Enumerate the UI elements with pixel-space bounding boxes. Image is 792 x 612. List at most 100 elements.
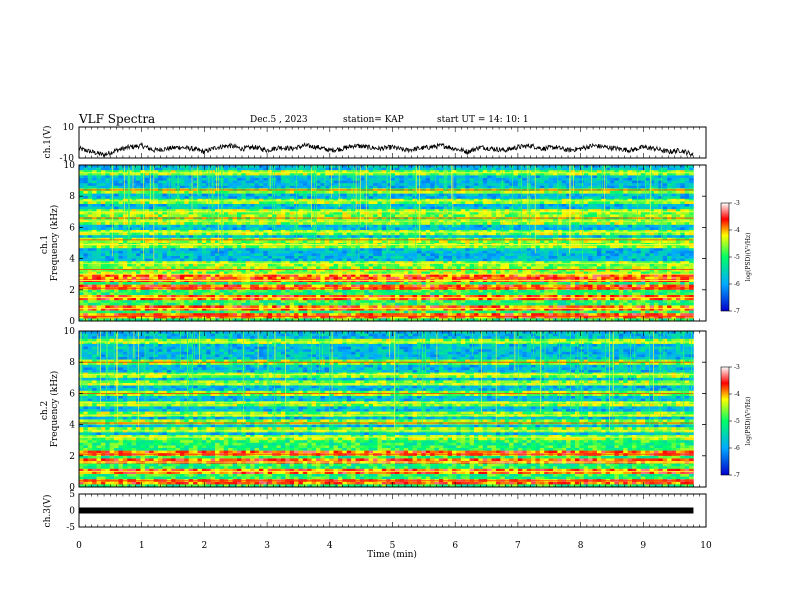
spectrogram-cell — [311, 232, 317, 236]
spectrogram-cell — [355, 222, 361, 226]
spectrogram-cell — [333, 287, 339, 291]
spectrogram-cell — [333, 167, 339, 171]
spectrogram-cell — [144, 183, 150, 187]
spectrogram-cell — [232, 230, 238, 233]
spectrogram-cell — [416, 261, 422, 265]
spectrogram-cell — [153, 167, 159, 171]
spectrogram-cell — [316, 305, 321, 309]
spectrogram-cell — [118, 248, 124, 252]
spectrogram-cell — [311, 284, 317, 288]
spectrogram-cell — [228, 289, 233, 293]
spectrogram-cell — [87, 245, 93, 249]
spectrogram-cell — [241, 191, 247, 194]
spectrogram-cell — [377, 245, 383, 249]
spectrogram-cell — [258, 263, 264, 267]
spectrogram-cell — [149, 318, 154, 322]
spectrogram-cell — [250, 217, 255, 220]
spectrogram-cell — [250, 245, 255, 249]
spectrogram-cell — [215, 276, 220, 280]
spectrogram-cell — [188, 302, 194, 306]
spectrogram-cell — [122, 261, 128, 265]
spectrogram-cell — [276, 206, 282, 210]
spectrogram-cell — [289, 274, 295, 278]
spectrogram-cell — [149, 261, 154, 265]
spectrogram-cell — [241, 313, 247, 317]
spectrogram-cell — [114, 279, 119, 283]
spectrogram-cell — [438, 237, 444, 241]
spectrogram-cell — [381, 256, 387, 259]
spectrogram-cell — [276, 315, 282, 319]
spectrogram-cell — [83, 206, 89, 210]
spectrogram-cell — [92, 230, 97, 233]
spectrogram-cell — [201, 302, 207, 306]
spectrogram-cell — [153, 253, 159, 257]
spectrogram-cell — [92, 185, 97, 189]
spectrogram-cell — [272, 289, 277, 293]
spectrogram-cell — [223, 230, 229, 233]
spectrogram-cell — [316, 196, 321, 200]
spectrogram-cell — [201, 224, 207, 228]
spectrogram-cell — [311, 201, 317, 205]
spectrogram-cell — [381, 204, 387, 207]
spectrogram-cell — [267, 310, 273, 314]
spectrogram-cell — [289, 198, 295, 202]
spectrogram-cell — [359, 300, 365, 304]
spectrogram-cell — [131, 178, 137, 181]
spectrogram-cell — [79, 196, 84, 200]
spectrogram-cell — [131, 287, 137, 291]
spectrogram-cell — [136, 245, 141, 249]
spectrogram-cell — [215, 217, 220, 220]
spectrogram-cell — [316, 230, 321, 233]
spectrogram-cell — [285, 224, 290, 228]
spectrogram-cell — [298, 305, 304, 309]
spectrogram-cell — [149, 263, 154, 267]
spectrogram-cell — [333, 170, 339, 174]
spectrogram-cell — [114, 250, 119, 254]
spectrogram-cell — [171, 300, 176, 304]
spectrogram-cell — [381, 237, 387, 241]
spectrogram-cell — [311, 269, 317, 272]
spectrogram-cell — [368, 295, 374, 298]
spectrogram-cell — [158, 196, 163, 200]
spectrogram-cell — [162, 211, 168, 215]
spectrogram-cell — [377, 263, 383, 267]
spectrogram-cell — [302, 230, 308, 233]
spectrogram-cell — [342, 235, 348, 239]
spectrogram-cell — [320, 222, 326, 226]
spectrogram-cell — [267, 313, 273, 317]
spectrogram-cell — [114, 315, 119, 319]
spectrogram-cell — [381, 217, 387, 220]
spectrogram-cell — [408, 211, 413, 215]
spectrogram-cell — [329, 297, 334, 301]
spectrogram-cell — [193, 178, 198, 181]
spectrogram-cell — [83, 266, 89, 270]
spectrogram-cell — [373, 237, 378, 241]
spectrogram-cell — [311, 175, 317, 179]
spectrogram-cell — [92, 240, 97, 244]
spectrogram-cell — [351, 217, 356, 220]
spectrogram-cell — [100, 282, 106, 285]
spectrogram-cell — [333, 214, 339, 218]
spectrogram-cell — [105, 206, 111, 210]
spectrogram-cell — [210, 318, 216, 322]
spectrogram-cell — [179, 276, 185, 280]
spectrogram-cell — [302, 222, 308, 226]
spectrogram-cell — [254, 297, 260, 301]
spectrogram-cell — [149, 284, 154, 288]
spectrogram-cell — [434, 230, 440, 233]
spectrogram-cell — [412, 230, 418, 233]
spectrogram-cell — [215, 170, 220, 174]
spectrogram-cell — [307, 185, 312, 189]
spectrogram-cell — [316, 206, 321, 210]
spectrogram-cell — [179, 313, 185, 317]
spectrogram-cell — [83, 204, 89, 207]
spectrogram-cell — [245, 235, 251, 239]
spectrogram-cell — [272, 292, 277, 296]
spectrogram-cell — [197, 180, 203, 184]
spectrogram-cell — [399, 217, 405, 220]
spectrogram-cell — [337, 282, 343, 285]
spectrogram-cell — [245, 180, 251, 184]
spectrogram-cell — [267, 263, 273, 267]
spectrogram-cell — [215, 211, 220, 215]
spectrogram-cell — [193, 282, 198, 285]
